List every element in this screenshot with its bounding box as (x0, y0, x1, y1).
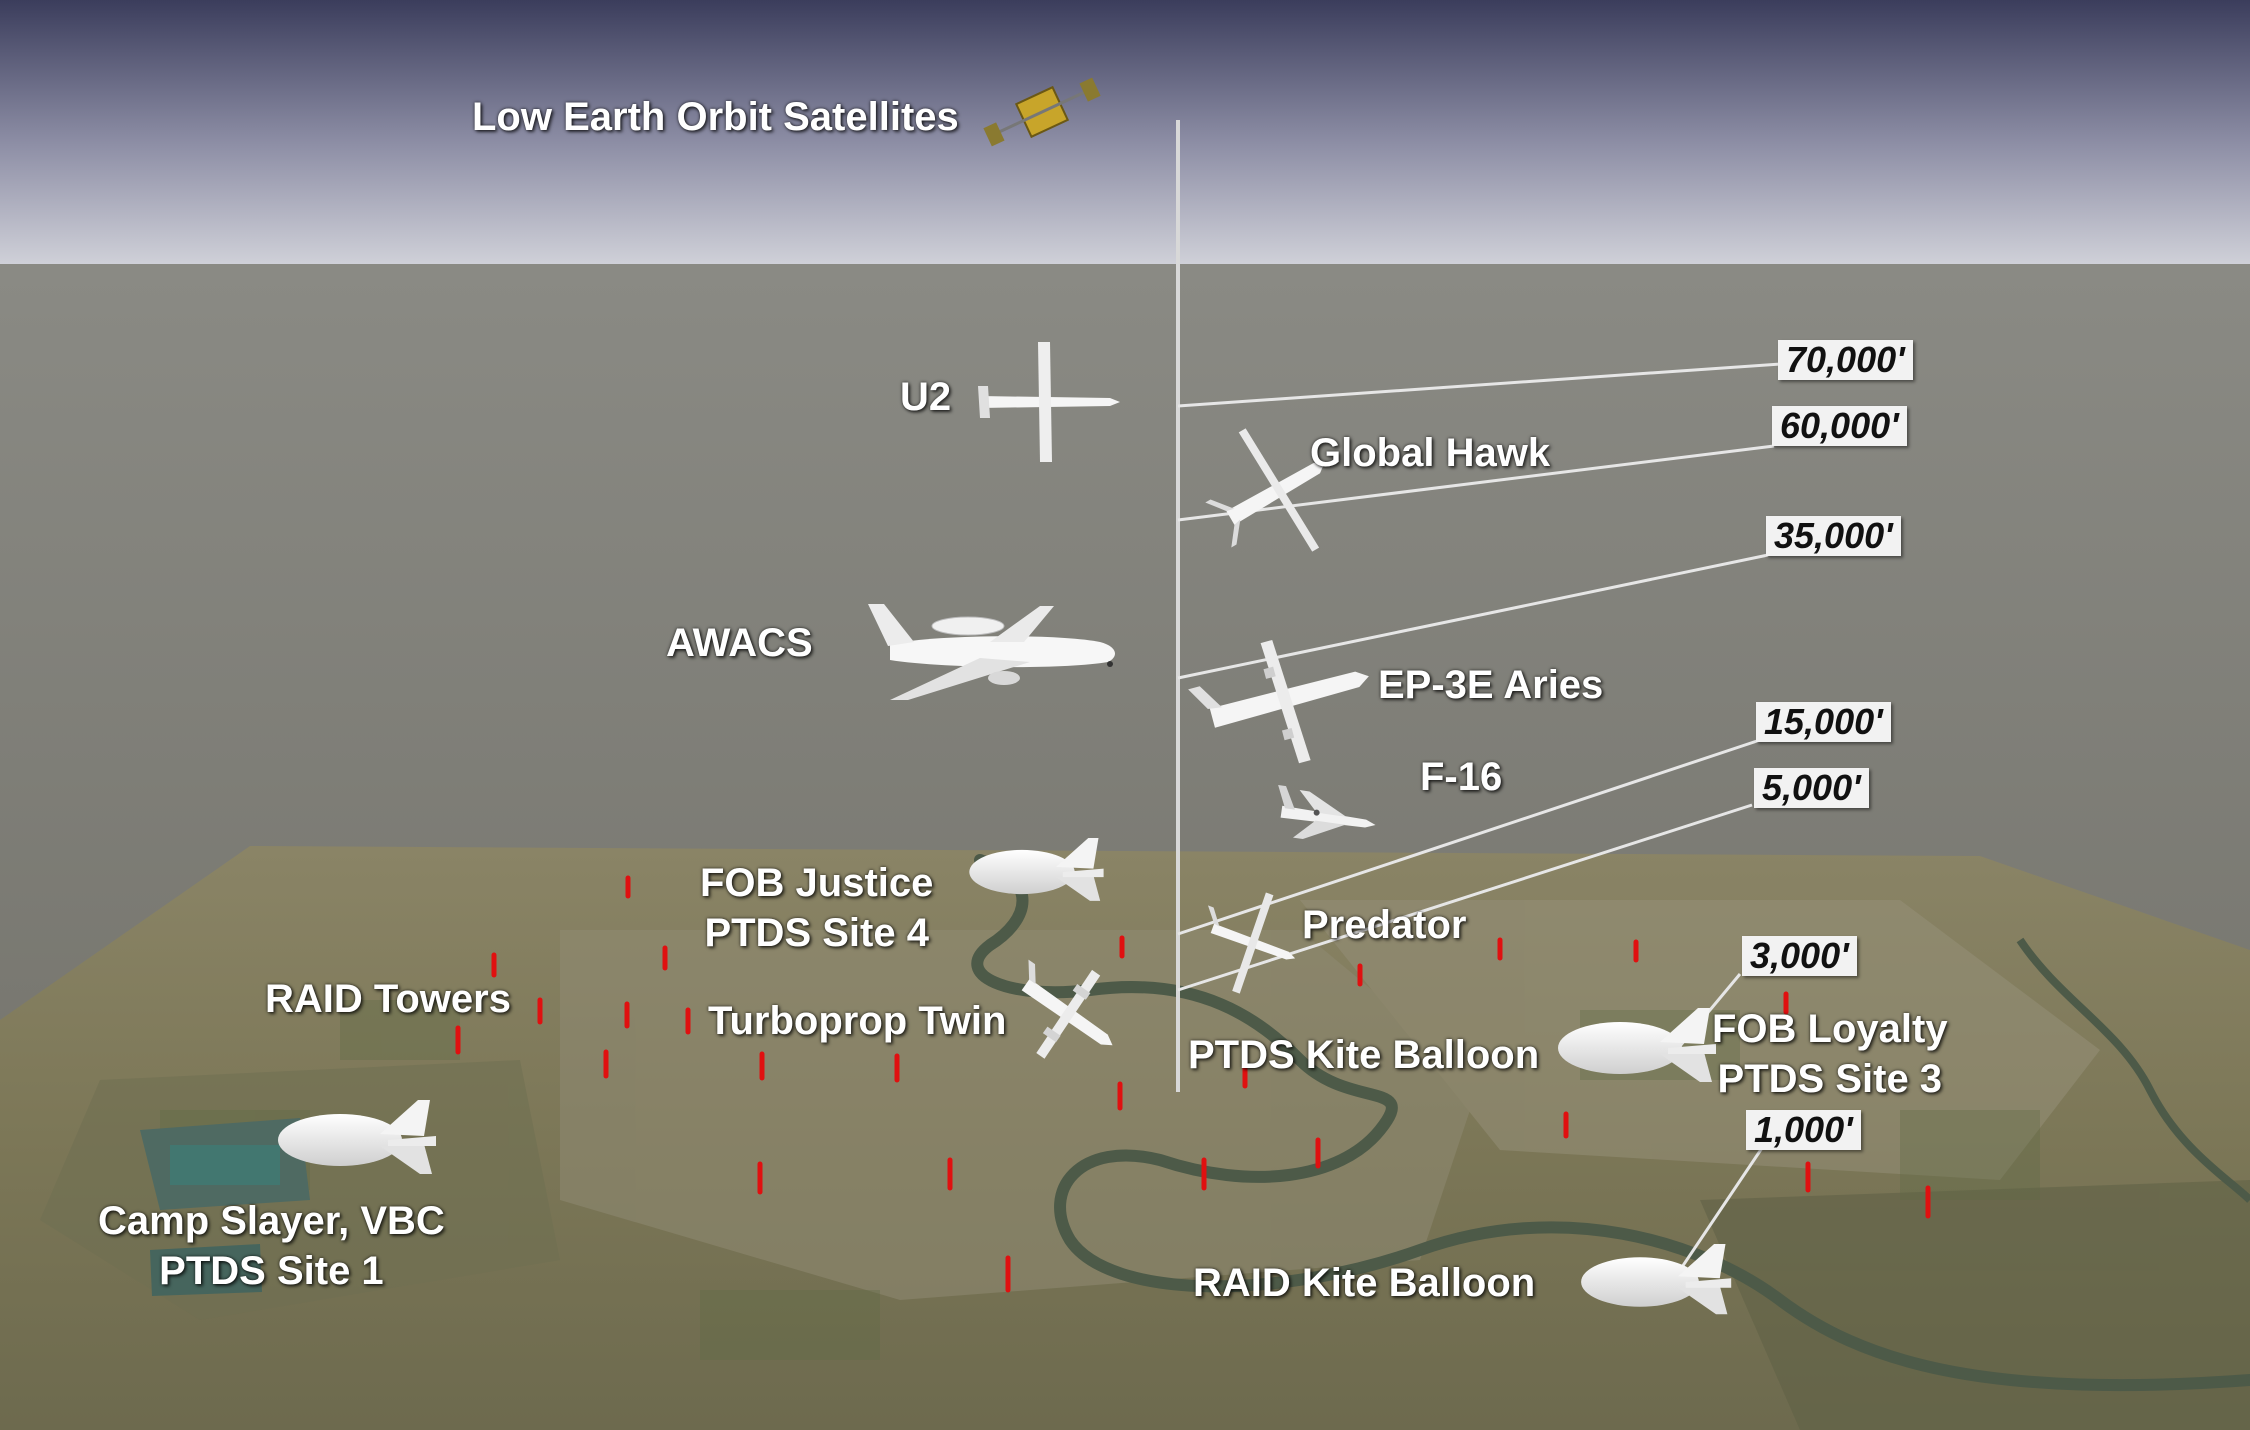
predator-aircraft-icon (1207, 892, 1296, 994)
altitude-tag-60000: 60,000' (1772, 406, 1907, 446)
awacs-label: AWACS (666, 621, 813, 665)
altitude-tag-5000: 5,000' (1754, 768, 1869, 808)
f16-label: F-16 (1420, 755, 1503, 799)
ep3e-aircraft-icon (1188, 639, 1369, 764)
satellites-label: Low Earth Orbit Satellites (472, 95, 959, 139)
fob-justice-label: FOB Justice PTDS Site 4 (700, 861, 934, 955)
u2-aircraft-icon (978, 342, 1120, 462)
global-hawk-label: Global Hawk (1310, 431, 1551, 475)
awacs-aircraft-icon (868, 604, 1115, 700)
satellite-icon (983, 77, 1101, 147)
altitude-tag-70000: 70,000' (1778, 340, 1913, 380)
altitude-tag-3000: 3,000' (1742, 936, 1857, 976)
ptds-kite-balloon-label: PTDS Kite Balloon (1188, 1033, 1540, 1077)
camp-slayer-compound (140, 1118, 310, 1296)
altitude-tag-35000: 35,000' (1766, 516, 1901, 556)
fob-loyalty-label: FOB Loyalty PTDS Site 3 (1712, 1007, 1948, 1101)
turboprop-label: Turboprop Twin (708, 999, 1007, 1043)
sky (0, 0, 2250, 264)
ep3e-label: EP-3E Aries (1378, 663, 1604, 707)
river-tributary (2016, 937, 2250, 1203)
camp-slayer-label: Camp Slayer, VBC PTDS Site 1 (98, 1199, 445, 1293)
raid-kite-balloon-label: RAID Kite Balloon (1193, 1261, 1536, 1305)
altitude-tag-1000: 1,000' (1746, 1110, 1861, 1150)
raid-tower-markers (455, 875, 1931, 1293)
u2-label: U2 (900, 375, 952, 419)
turboprop-aircraft-icon (1021, 959, 1113, 1059)
f16-aircraft-icon (1278, 785, 1376, 839)
river (971, 854, 2250, 1392)
global-hawk-aircraft-icon (1205, 428, 1324, 552)
predator-label: Predator (1302, 903, 1467, 947)
altitude-tag-15000: 15,000' (1756, 702, 1891, 742)
raid-towers-label: RAID Towers (265, 977, 511, 1021)
